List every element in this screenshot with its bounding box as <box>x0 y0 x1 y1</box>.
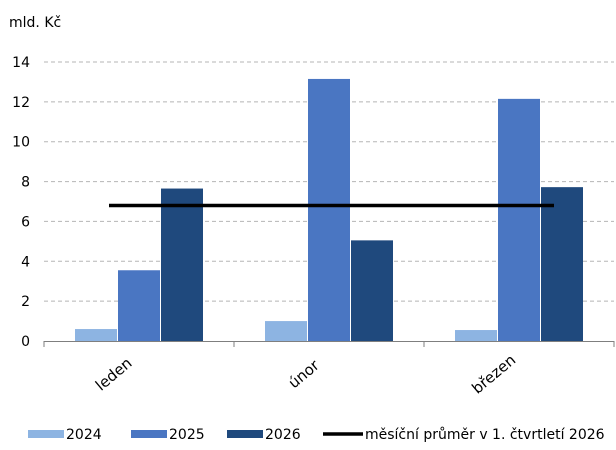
y-tick-label: 8 <box>21 175 30 191</box>
legend-label: 2024 <box>66 427 102 443</box>
bar-2026-únor <box>351 240 393 341</box>
bar-2025-únor <box>308 78 350 342</box>
bars <box>75 78 583 342</box>
bar-2024-únor <box>265 321 307 341</box>
y-axis-unit: mld. Kč <box>9 15 61 31</box>
bar-2024-leden <box>75 329 117 341</box>
x-category-label: březen <box>468 351 519 398</box>
legend-swatch <box>227 430 263 438</box>
bar-2026-březen <box>541 187 583 341</box>
legend-swatch <box>131 430 167 438</box>
x-category-label: leden <box>92 354 135 395</box>
x-axis <box>43 341 615 347</box>
y-tick-label: 10 <box>12 135 30 151</box>
y-tick-label: 2 <box>21 294 30 310</box>
bar-2026-leden <box>161 188 203 341</box>
y-tick-label: 12 <box>12 95 30 111</box>
legend-swatch <box>28 430 64 438</box>
bar-2025-leden <box>118 270 160 341</box>
category-labels: leden únor březen <box>92 351 519 398</box>
x-category-label: únor <box>285 356 324 392</box>
legend-label: 2025 <box>169 427 205 443</box>
legend-label: měsíční průměr v 1. čtvrtletí 2026 <box>365 427 605 443</box>
y-tick-label: 0 <box>21 334 30 350</box>
y-axis-ticks: 0 2 4 6 8 10 12 14 <box>12 55 30 350</box>
legend: 2024 2025 2026 měsíční průměr v 1. čtvrtlet… <box>28 427 605 443</box>
y-tick-label: 6 <box>21 214 30 230</box>
y-tick-label: 14 <box>12 55 30 71</box>
y-tick-label: 4 <box>21 254 30 270</box>
bar-2024-březen <box>455 330 497 341</box>
bar-2025-březen <box>498 98 540 341</box>
legend-label: 2026 <box>265 427 301 443</box>
